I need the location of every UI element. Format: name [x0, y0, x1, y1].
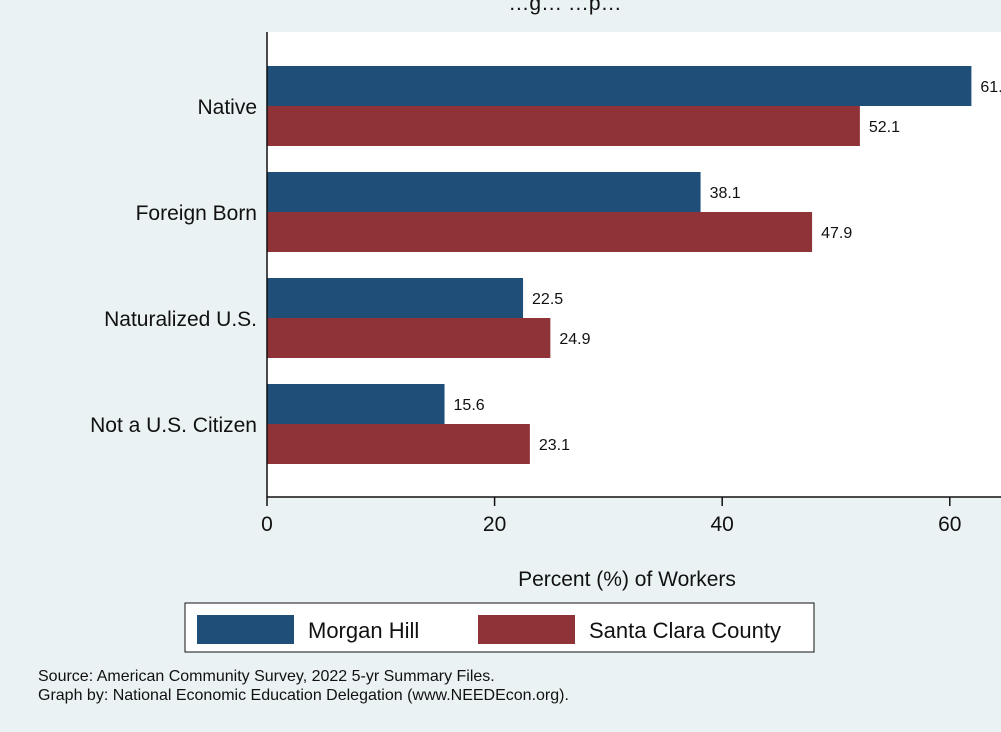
legend: Morgan Hill Santa Clara County: [184, 602, 815, 653]
category-label-naturalized-u-s: Naturalized U.S.: [104, 308, 257, 331]
data-label-naturalized-u-s-santa-clara-county: 24.9: [559, 331, 590, 348]
chart-title: …g… …p…: [508, 0, 621, 15]
data-label-naturalized-u-s-morgan-hill: 22.5: [532, 291, 563, 308]
bar-naturalized-u-s-morgan-hill: [267, 278, 524, 318]
data-label-foreign-born-santa-clara-county: 47.9: [821, 225, 852, 242]
bar-foreign-born-santa-clara-county: [267, 212, 813, 252]
category-label-native: Native: [197, 96, 257, 119]
category-label-not-a-u-s-citizen: Not a U.S. Citizen: [90, 414, 257, 437]
category-label-foreign-born: Foreign Born: [136, 202, 257, 225]
credit-note: Graph by: National Economic Education De…: [38, 687, 569, 704]
legend-label-morgan-hill: Morgan Hill: [308, 618, 419, 643]
bar-naturalized-u-s-santa-clara-county: [267, 318, 551, 358]
data-labels-layer: 61.9 52.1 38.1 47.9 22.5 24.9 15.6 23.1: [454, 79, 1001, 454]
data-label-not-a-u-s-citizen-morgan-hill: 15.6: [454, 397, 485, 414]
x-tick-label-0: 0: [261, 513, 273, 536]
legend-swatch-santa-clara-county: [478, 615, 575, 644]
category-labels-layer: Native Foreign Born Naturalized U.S. Not a …: [90, 96, 257, 437]
chart-note: Source: American Community Survey, 2022 …: [38, 667, 569, 705]
source-note: Source: American Community Survey, 2022 …: [38, 668, 495, 685]
data-label-not-a-u-s-citizen-santa-clara-county: 23.1: [539, 437, 570, 454]
legend-swatch-morgan-hill: [197, 615, 294, 644]
bar-native-santa-clara-county: [267, 106, 860, 146]
bars-layer: [267, 66, 972, 464]
bar-not-a-u-s-citizen-morgan-hill: [267, 384, 445, 424]
bar-foreign-born-morgan-hill: [267, 172, 701, 212]
bar-native-morgan-hill: [267, 66, 972, 106]
x-axis-title: Percent (%) of Workers: [518, 568, 736, 591]
x-ticks-layer: 0 20 40 60: [261, 497, 961, 536]
x-tick-label-20: 20: [483, 513, 506, 536]
x-tick-label-40: 40: [711, 513, 734, 536]
data-label-native-santa-clara-county: 52.1: [869, 119, 900, 136]
bar-not-a-u-s-citizen-santa-clara-county: [267, 424, 530, 464]
x-tick-label-60: 60: [938, 513, 961, 536]
data-label-native-morgan-hill: 61.9: [980, 79, 1001, 96]
data-label-foreign-born-morgan-hill: 38.1: [710, 185, 741, 202]
legend-label-santa-clara-county: Santa Clara County: [589, 618, 781, 643]
